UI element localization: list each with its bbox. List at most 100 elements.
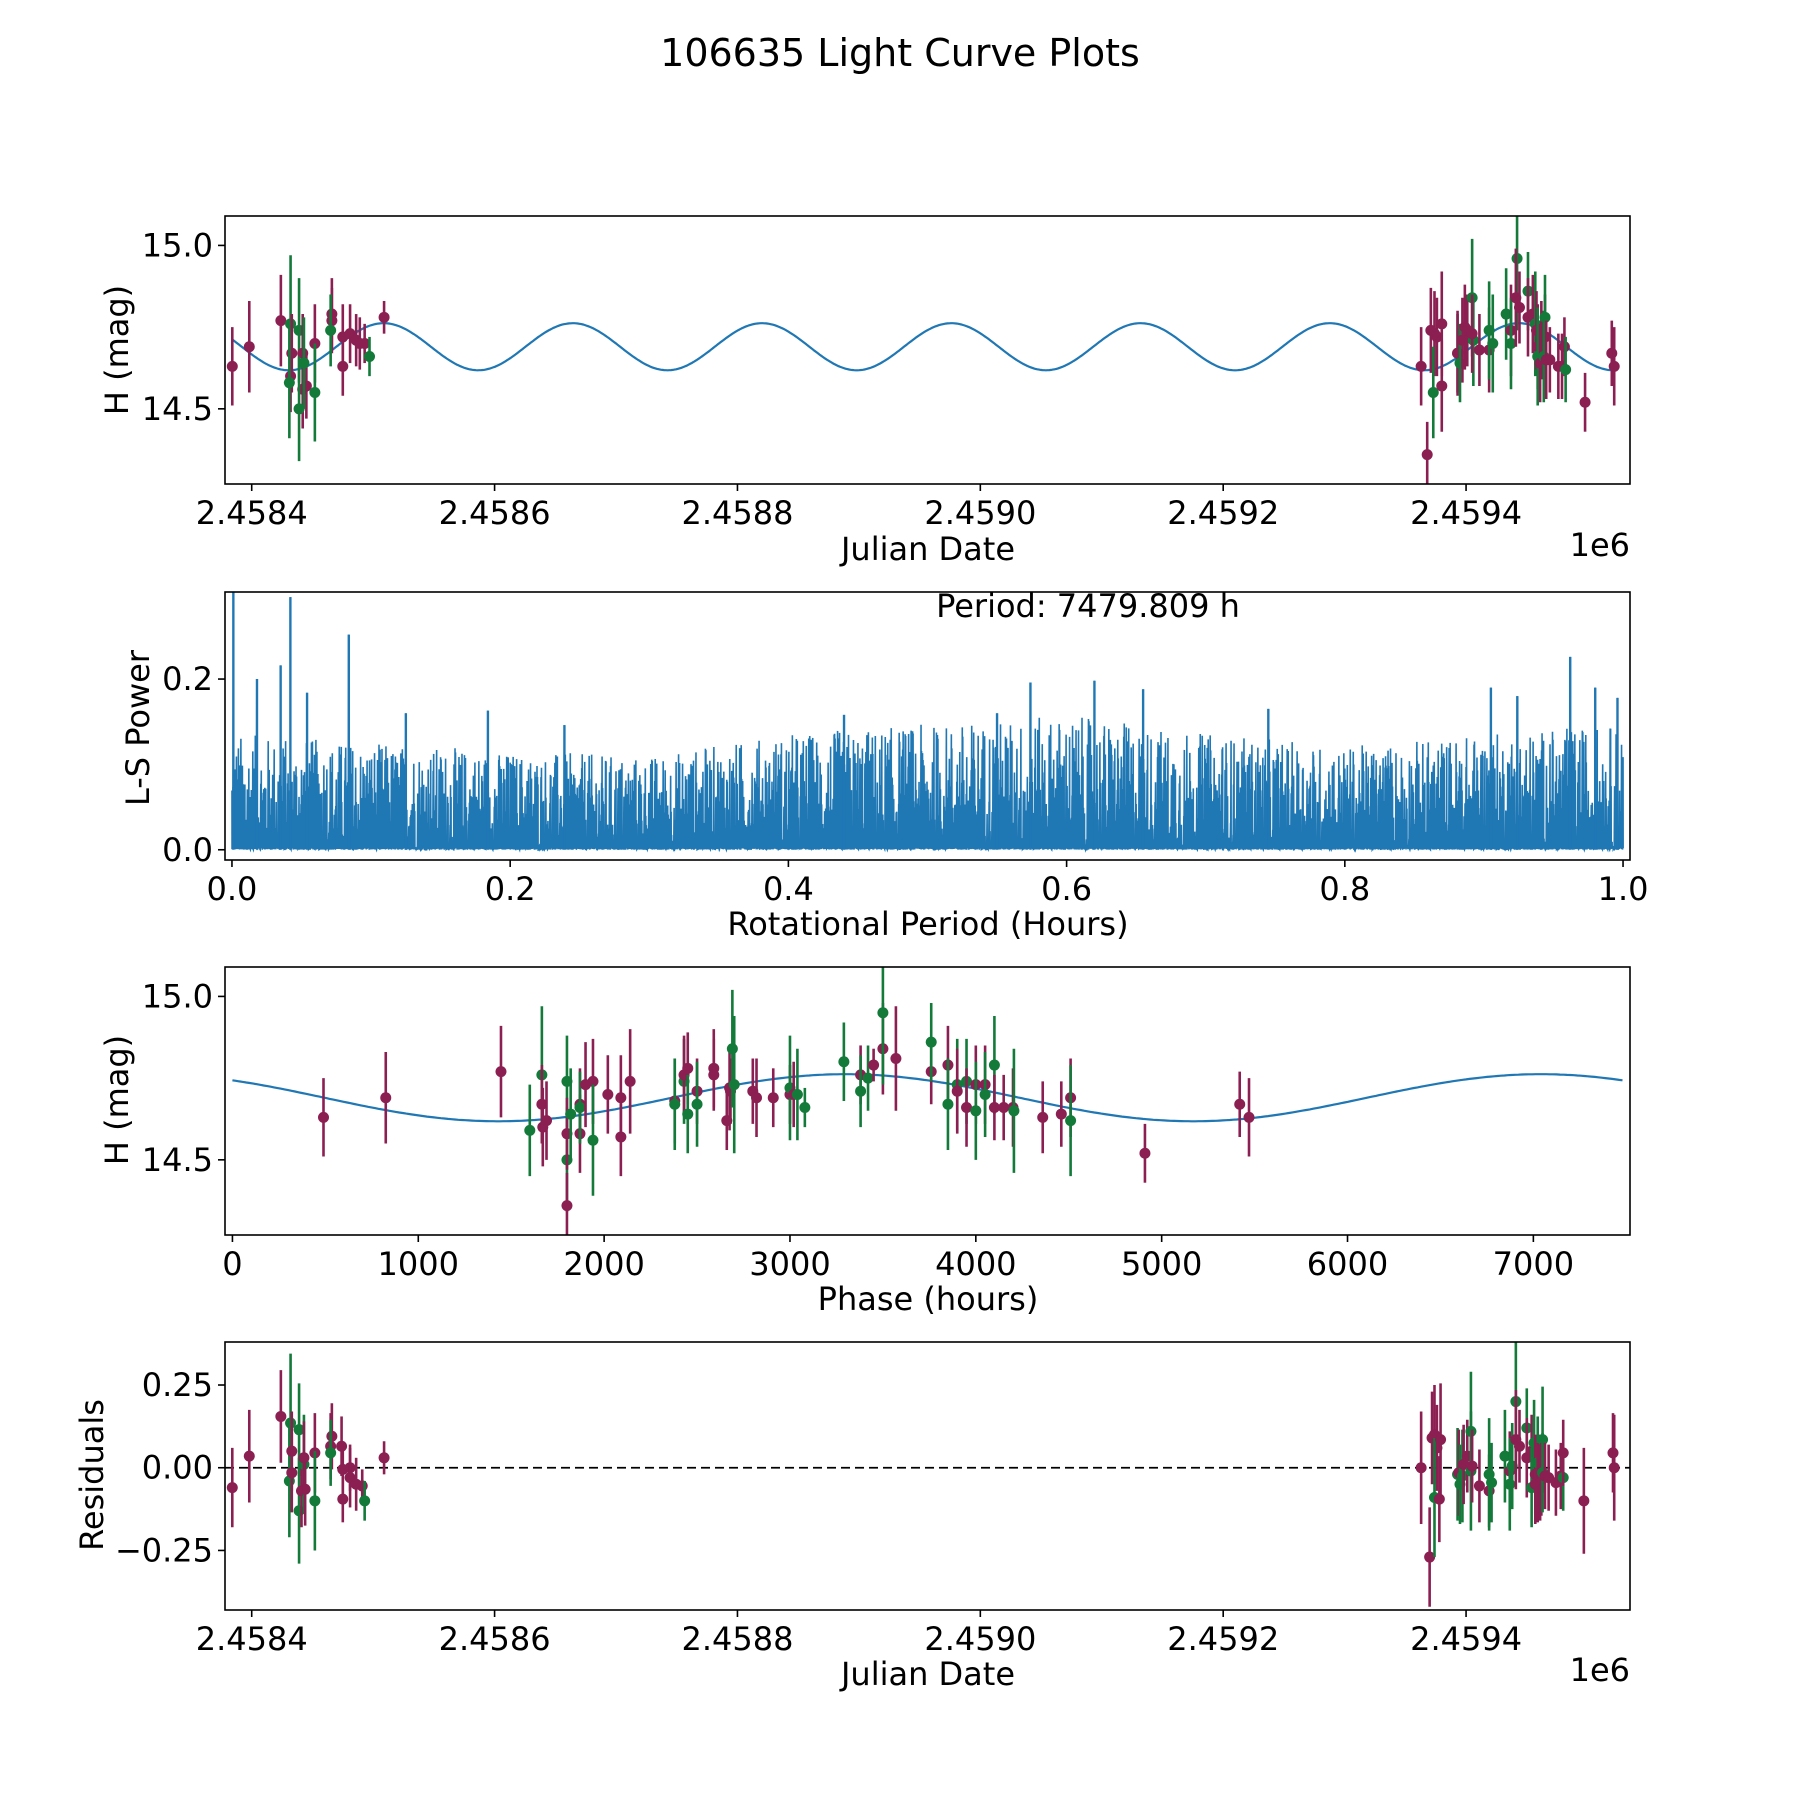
phased-point [988,1059,1000,1071]
residuals-ytick-label: −0.25 [115,1531,213,1569]
light-curve-xtick-label: 2.4584 [196,494,308,532]
phased-point [587,1075,599,1087]
phased-xtick-label: 0 [222,1245,242,1283]
residuals-point [1424,1551,1436,1563]
light-curve-point [1513,302,1525,314]
periodogram-xtick-label: 0.0 [207,870,258,908]
residuals-point [1578,1495,1590,1507]
light-curve-plot-area: 2.4584 2.4586 2.4588 2.4590 2.4592 2.4594 14.5… [142,215,1631,532]
light-curve-point [1466,328,1478,340]
residuals-plot-area: 2.4584 2.4586 2.4588 2.4590 2.4592 2.4594 −0.2… [115,1341,1631,1658]
light-curve-panel: 2.4584 2.4586 2.4588 2.4590 2.4592 2.4594 14.5… [98,215,1631,568]
phased-point [791,1088,803,1100]
residuals-xtick-label: 2.4590 [924,1620,1036,1658]
phased-point [1243,1111,1255,1123]
residuals-point [359,1495,371,1507]
light-curve-point [337,360,349,372]
phased-point [998,1102,1010,1114]
periodogram-ytick-label: 0.0 [162,831,213,869]
phased-point [495,1066,507,1078]
residuals-point [226,1482,238,1494]
phased-ytick-label: 14.5 [142,1141,213,1179]
light-curve-point [325,324,337,336]
light-curve-point [1544,354,1556,366]
periodogram-xtick-label: 0.6 [1041,870,1092,908]
phased-point [587,1134,599,1146]
light-curve-point [359,337,371,349]
residuals-ytick-label: 0.00 [142,1449,213,1487]
light-curve-point [1436,318,1448,330]
light-curve-point [1436,380,1448,392]
light-curve-point [378,311,390,323]
residuals-ylabel: Residuals [73,1399,111,1551]
residuals-frame [224,1341,1631,1611]
phased-point [1139,1147,1151,1159]
residuals-point [1415,1462,1427,1474]
residuals-point [286,1467,298,1479]
periodogram-xtick-label: 0.8 [1319,870,1370,908]
residuals-point [1513,1440,1525,1452]
phased-point [1055,1108,1067,1120]
light-curve-point [1473,344,1485,356]
phased-point [726,1043,738,1055]
phased-point [751,1092,763,1104]
residuals-point [275,1410,287,1422]
phased-xtick-label: 6000 [1307,1245,1388,1283]
phased-point [708,1069,720,1081]
residuals-point [356,1480,368,1492]
periodogram-ytick-label: 0.2 [162,660,213,698]
light-curve-point [226,360,238,372]
light-curve-fit-line [231,322,1615,372]
phased-xtick-label: 2000 [563,1245,644,1283]
residuals-point [1499,1450,1511,1462]
residuals-ytick-label: 0.25 [142,1366,213,1404]
periodogram-frame [224,591,1631,861]
residuals-xtick-label: 2.4594 [1410,1620,1522,1658]
phased-point [862,1072,874,1084]
light-curve-xtick-label: 2.4586 [439,494,551,532]
light-curve-point [1560,364,1572,376]
phased-point [317,1111,329,1123]
phased-point [961,1102,973,1114]
phased-ytick-label: 15.0 [142,977,213,1015]
light-curve-point [1579,396,1591,408]
periodogram-line [231,592,1624,853]
phased-point [970,1105,982,1117]
residuals-point [378,1452,390,1464]
phased-frame [224,966,1631,1236]
light-curve-point [1415,360,1427,372]
light-curve-ytick-label: 15.0 [142,226,213,264]
phased-point [1008,1105,1020,1117]
residuals-point [1504,1478,1516,1490]
light-curve-xtick-label: 2.4590 [924,494,1036,532]
phased-point [574,1102,586,1114]
residuals-offset-label: 1e6 [1570,1651,1630,1689]
phased-points [317,967,1255,1235]
phased-xtick-label: 3000 [749,1245,830,1283]
phased-point [877,1007,889,1019]
phased-point [615,1092,627,1104]
light-curve-point [243,341,255,353]
periodogram-xtick-label: 1.0 [1598,870,1649,908]
phased-point [942,1098,954,1110]
residuals-point [298,1452,310,1464]
light-curve-xtick-label: 2.4588 [681,494,793,532]
phased-point [524,1124,536,1136]
periodogram-ylabel: L-S Power [119,649,157,806]
light-curve-point [309,386,321,398]
light-curve-xlabel: Julian Date [839,530,1015,568]
residuals-point [325,1447,337,1459]
phased-point [838,1056,850,1068]
residuals-xtick-label: 2.4584 [196,1620,308,1658]
period-annotation: Period: 7479.809 h [936,587,1240,625]
residuals-panel: 2.4584 2.4586 2.4588 2.4590 2.4592 2.4594 −0.2… [73,1341,1631,1693]
figure-title: 106635 Light Curve Plots [660,31,1140,75]
periodogram-panel: 0.0 0.2 0.4 0.6 0.8 1.0 0.0 0.2 Period: 7479.80… [119,587,1648,943]
phased-point [1234,1098,1246,1110]
phased-xtick-label: 1000 [378,1245,459,1283]
phased-point [925,1036,937,1048]
periodogram-xlabel: Rotational Period (Hours) [727,905,1128,943]
phased-point [682,1108,694,1120]
phased-panel: 0 1000 2000 3000 4000 5000 6000 7000 14.5 15.0 Ph… [98,966,1631,1318]
